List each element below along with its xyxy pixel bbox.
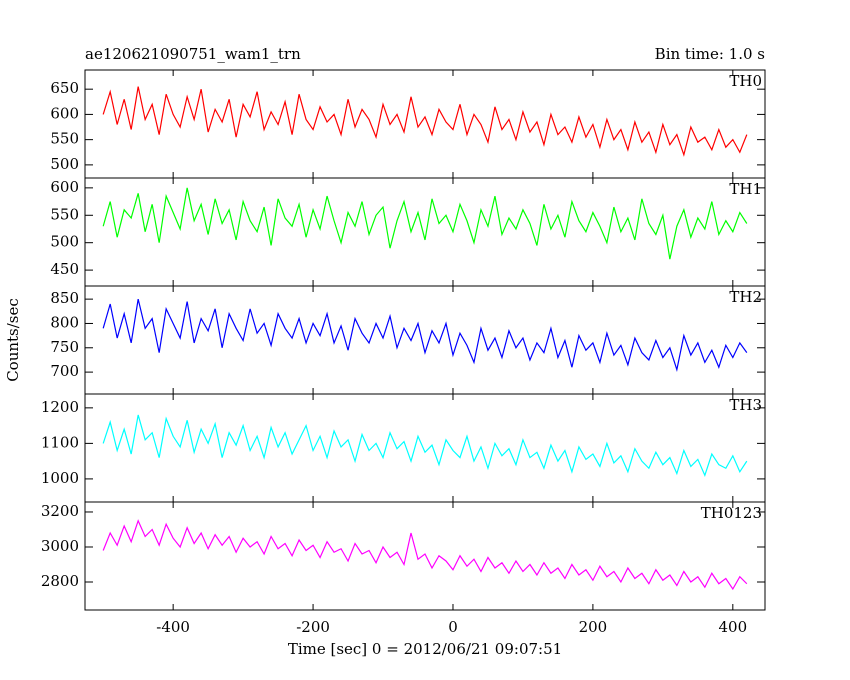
x-tick-label: -400 [156, 618, 190, 636]
y-tick-label: 1000 [41, 469, 79, 487]
y-tick-label: 550 [50, 130, 79, 148]
panel-label: TH2 [729, 288, 762, 306]
y-axis-label: Counts/sec [4, 298, 22, 382]
y-tick-label: 750 [50, 338, 79, 356]
panel-label: TH0 [729, 72, 762, 90]
y-tick-label: 3200 [41, 502, 79, 520]
data-line [102, 86, 748, 157]
x-tick-label: 0 [448, 618, 458, 636]
y-tick-label: 1200 [41, 398, 79, 416]
panel-label: TH3 [729, 396, 762, 414]
chart-title: ae120621090751_wam1_trn [85, 45, 301, 63]
x-tick-label: 200 [579, 618, 608, 636]
y-tick-label: 700 [50, 362, 79, 380]
y-tick-label: 600 [50, 178, 79, 196]
data-line [102, 299, 748, 373]
y-tick-label: 500 [50, 155, 79, 173]
y-tick-label: 2800 [41, 572, 79, 590]
x-tick-label: -200 [296, 618, 330, 636]
x-tick-label: 400 [718, 618, 747, 636]
chart-subtitle: Bin time: 1.0 s [655, 45, 765, 63]
data-line [102, 187, 748, 260]
panel-frame [84, 177, 766, 287]
y-tick-label: 3000 [41, 537, 79, 555]
y-tick-label: 500 [50, 233, 79, 251]
y-tick-label: 650 [50, 79, 79, 97]
y-tick-label: 800 [50, 313, 79, 331]
y-tick-label: 600 [50, 104, 79, 122]
x-axis-label: Time [sec] 0 = 2012/06/21 09:07:51 [288, 640, 562, 658]
y-tick-label: 1100 [41, 433, 79, 451]
data-line [102, 414, 748, 478]
y-tick-label: 450 [50, 260, 79, 278]
y-tick-label: 550 [50, 205, 79, 223]
data-line [102, 519, 748, 591]
panel-label: TH1 [729, 180, 762, 198]
panel-frame [84, 393, 766, 503]
y-tick-label: 850 [50, 289, 79, 307]
panel-label: TH0123 [701, 504, 762, 522]
panel-frame [84, 501, 766, 611]
